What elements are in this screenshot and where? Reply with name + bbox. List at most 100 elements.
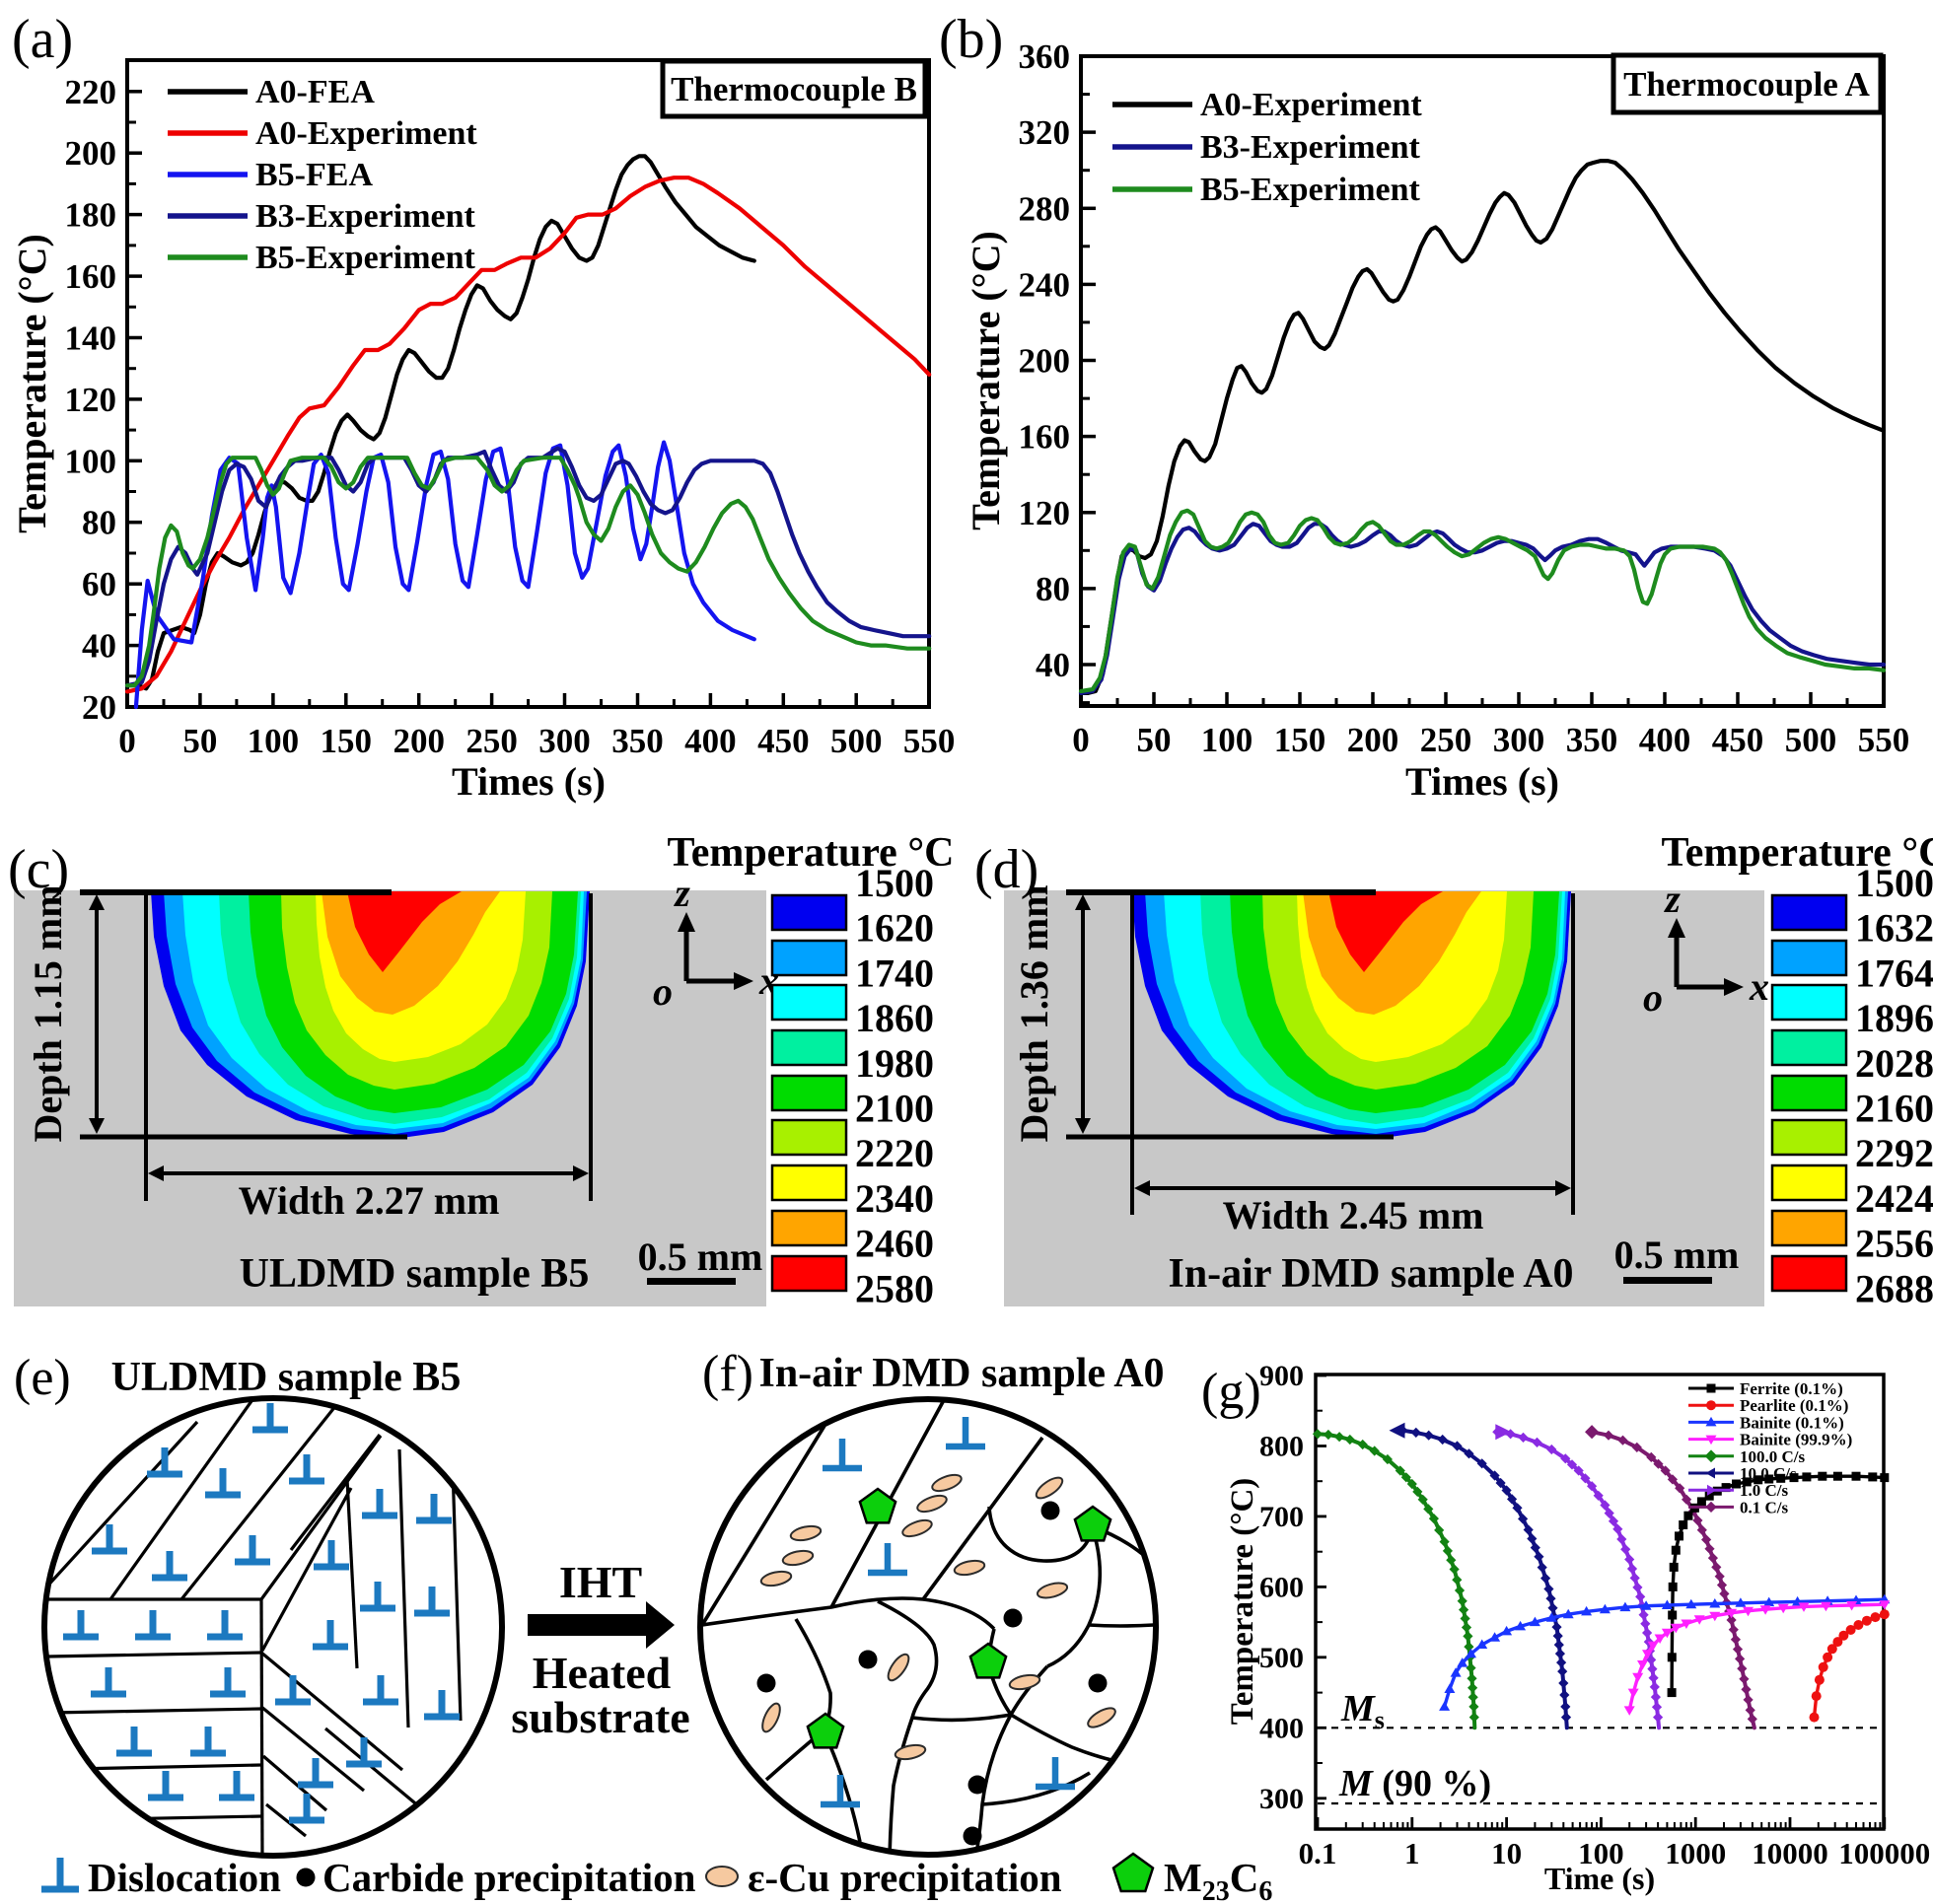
svg-text:0.5 mm: 0.5 mm bbox=[1614, 1233, 1740, 1277]
svg-text:500: 500 bbox=[830, 722, 883, 760]
svg-text:0: 0 bbox=[1072, 721, 1090, 759]
svg-text:2340: 2340 bbox=[855, 1176, 934, 1221]
svg-text:200: 200 bbox=[1347, 721, 1399, 759]
svg-text:2580: 2580 bbox=[855, 1266, 934, 1310]
svg-text:140: 140 bbox=[65, 318, 117, 357]
svg-text:Times (s): Times (s) bbox=[452, 759, 606, 804]
svg-text:Bainite (0.1%): Bainite (0.1%) bbox=[1740, 1413, 1844, 1432]
svg-text:z: z bbox=[673, 871, 690, 915]
svg-text:Width 2.27 mm: Width 2.27 mm bbox=[239, 1178, 500, 1223]
svg-text:In-air DMD sample A0: In-air DMD sample A0 bbox=[758, 1351, 1164, 1396]
svg-text:B5-Experiment: B5-Experiment bbox=[1200, 172, 1421, 208]
svg-text:0: 0 bbox=[118, 722, 136, 760]
svg-text:Times (s): Times (s) bbox=[1405, 759, 1559, 804]
svg-text:1764: 1764 bbox=[1855, 951, 1933, 995]
svg-text:100: 100 bbox=[1578, 1836, 1624, 1870]
svg-text:2292: 2292 bbox=[1855, 1131, 1933, 1175]
svg-text:1.0 C/s: 1.0 C/s bbox=[1740, 1481, 1789, 1500]
svg-text:(a): (a) bbox=[12, 9, 73, 70]
svg-text:100: 100 bbox=[248, 722, 300, 760]
svg-text:Depth 1.15 mm: Depth 1.15 mm bbox=[26, 884, 70, 1142]
svg-text:100.0 C/s: 100.0 C/s bbox=[1740, 1447, 1806, 1466]
svg-text:Thermocouple A: Thermocouple A bbox=[1623, 65, 1871, 104]
svg-text:IHT: IHT bbox=[559, 1557, 642, 1607]
svg-text:300: 300 bbox=[538, 722, 591, 760]
svg-text:Thermocouple B: Thermocouple B bbox=[671, 70, 917, 108]
svg-text:150: 150 bbox=[321, 722, 373, 760]
svg-text:B5-Experiment: B5-Experiment bbox=[255, 240, 476, 276]
svg-text:Carbide precipitation: Carbide precipitation bbox=[322, 1855, 696, 1900]
svg-text:20: 20 bbox=[82, 688, 116, 727]
svg-text:In-air DMD sample A0: In-air DMD sample A0 bbox=[1168, 1251, 1573, 1297]
svg-text:(f): (f) bbox=[702, 1346, 753, 1402]
svg-text:550: 550 bbox=[903, 722, 956, 760]
svg-text:0.1: 0.1 bbox=[1299, 1836, 1337, 1870]
svg-text:B5-FEA: B5-FEA bbox=[255, 157, 373, 193]
svg-text:ε-Cu precipitation: ε-Cu precipitation bbox=[748, 1855, 1062, 1900]
svg-text:0.1 C/s: 0.1 C/s bbox=[1740, 1498, 1789, 1516]
svg-text:ULDMD sample B5: ULDMD sample B5 bbox=[240, 1251, 590, 1297]
svg-text:(g): (g) bbox=[1201, 1364, 1261, 1420]
svg-text:400: 400 bbox=[1259, 1712, 1304, 1744]
svg-text:Temperature (°C): Temperature (°C) bbox=[10, 234, 54, 533]
svg-text:Dislocation: Dislocation bbox=[88, 1855, 281, 1900]
svg-text:10: 10 bbox=[1491, 1836, 1522, 1870]
svg-text:1632: 1632 bbox=[1855, 906, 1933, 951]
svg-text:2220: 2220 bbox=[855, 1131, 934, 1175]
svg-text:300: 300 bbox=[1493, 721, 1545, 759]
svg-text:Time (s): Time (s) bbox=[1544, 1861, 1655, 1896]
svg-text:40: 40 bbox=[1036, 646, 1070, 684]
svg-text:1896: 1896 bbox=[1855, 996, 1933, 1040]
svg-text:600: 600 bbox=[1259, 1571, 1304, 1603]
svg-text:200: 200 bbox=[65, 134, 117, 173]
svg-text:160: 160 bbox=[65, 257, 117, 296]
svg-text:Pearlite (0.1%): Pearlite (0.1%) bbox=[1740, 1396, 1848, 1415]
svg-text:200: 200 bbox=[393, 722, 445, 760]
svg-text:450: 450 bbox=[1712, 721, 1764, 759]
svg-text:250: 250 bbox=[465, 722, 518, 760]
svg-text:800: 800 bbox=[1259, 1430, 1304, 1462]
svg-text:Heated: Heated bbox=[533, 1648, 672, 1698]
svg-text:(c): (c) bbox=[8, 839, 69, 900]
svg-text:10.0 C/s: 10.0 C/s bbox=[1740, 1464, 1797, 1483]
svg-text:1860: 1860 bbox=[855, 996, 934, 1040]
svg-text:400: 400 bbox=[1639, 721, 1691, 759]
svg-text:M (90 %): M (90 %) bbox=[1338, 1763, 1491, 1804]
svg-text:350: 350 bbox=[1566, 721, 1618, 759]
svg-text:ULDMD sample B5: ULDMD sample B5 bbox=[111, 1355, 462, 1400]
svg-text:250: 250 bbox=[1420, 721, 1472, 759]
svg-text:o: o bbox=[653, 969, 673, 1014]
svg-text:x: x bbox=[1749, 964, 1769, 1009]
svg-text:80: 80 bbox=[1036, 570, 1070, 608]
svg-text:240: 240 bbox=[1019, 265, 1071, 304]
svg-text:2100: 2100 bbox=[855, 1087, 934, 1131]
svg-text:(e): (e) bbox=[14, 1350, 71, 1406]
svg-text:Temperature °C: Temperature °C bbox=[1662, 830, 1933, 876]
svg-text:o: o bbox=[1643, 975, 1663, 1020]
svg-text:220: 220 bbox=[65, 73, 117, 111]
svg-text:Width 2.45 mm: Width 2.45 mm bbox=[1223, 1193, 1484, 1237]
svg-text:350: 350 bbox=[611, 722, 664, 760]
svg-text:700: 700 bbox=[1259, 1501, 1304, 1533]
svg-text:100: 100 bbox=[1201, 721, 1253, 759]
svg-text:substrate: substrate bbox=[511, 1692, 689, 1742]
svg-text:500: 500 bbox=[1259, 1642, 1304, 1674]
svg-text:60: 60 bbox=[82, 565, 116, 603]
svg-text:Temperature (°C): Temperature (°C) bbox=[964, 231, 1008, 530]
svg-text:300: 300 bbox=[1259, 1783, 1304, 1815]
svg-text:B3-Experiment: B3-Experiment bbox=[255, 198, 476, 235]
svg-text:(d): (d) bbox=[974, 839, 1038, 900]
svg-text:180: 180 bbox=[65, 196, 117, 235]
svg-text:900: 900 bbox=[1259, 1360, 1304, 1392]
svg-text:Bainite (99.9%): Bainite (99.9%) bbox=[1740, 1431, 1852, 1449]
svg-text:0.5 mm: 0.5 mm bbox=[638, 1234, 763, 1279]
svg-text:2028: 2028 bbox=[1855, 1041, 1933, 1086]
svg-text:320: 320 bbox=[1019, 113, 1071, 152]
svg-text:500: 500 bbox=[1785, 721, 1837, 759]
svg-text:2424: 2424 bbox=[1855, 1176, 1933, 1221]
svg-text:50: 50 bbox=[182, 722, 217, 760]
svg-text:(b): (b) bbox=[939, 9, 1003, 70]
svg-text:1000: 1000 bbox=[1665, 1836, 1726, 1870]
svg-text:1980: 1980 bbox=[855, 1041, 934, 1086]
svg-text:2688: 2688 bbox=[1855, 1266, 1933, 1310]
